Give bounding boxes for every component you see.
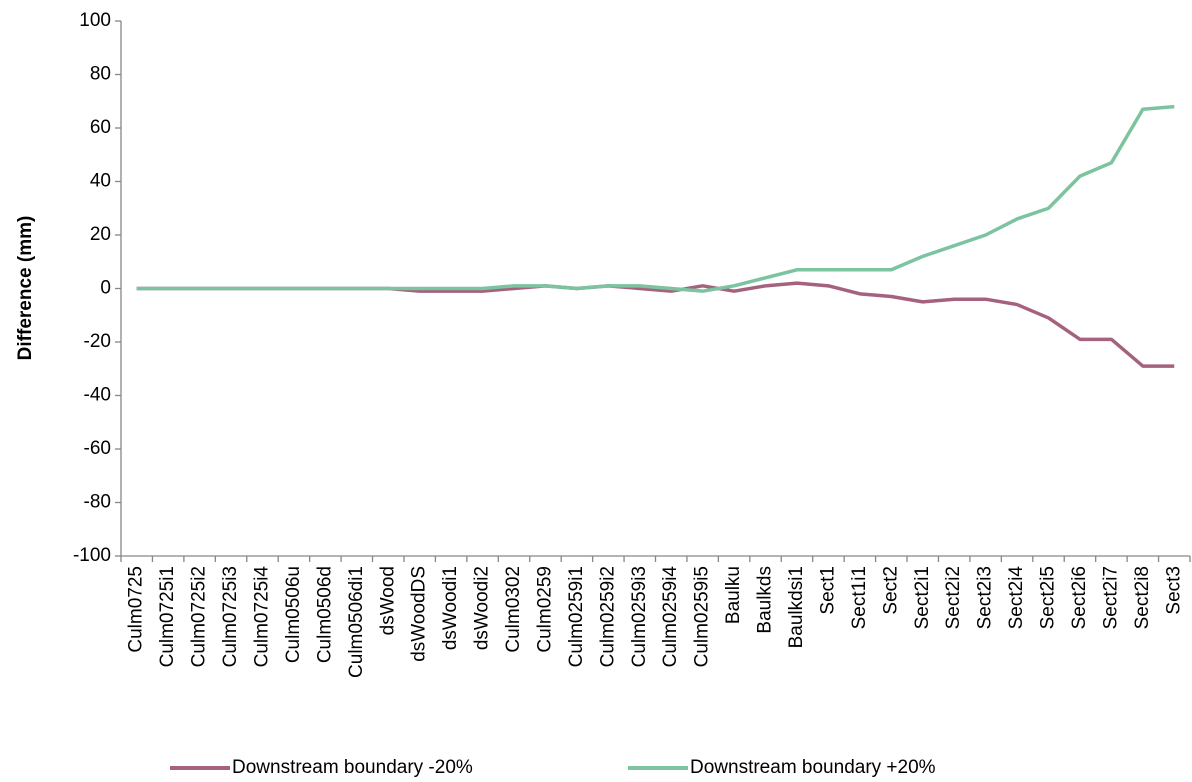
x-tick-label: Sect2 — [880, 566, 901, 615]
x-tick-label: Sect2i1 — [912, 566, 933, 629]
x-tick-label: Sect2i2 — [943, 566, 964, 629]
x-tick-label: Culm0259 — [534, 566, 555, 653]
x-tick-label: Sect2i5 — [1038, 566, 1059, 629]
y-tick-label: 100 — [79, 10, 111, 31]
x-tick-label: Culm0259i4 — [660, 566, 681, 668]
x-tick-label: dsWoodi2 — [472, 566, 493, 650]
x-tick-label: Sect2i8 — [1132, 566, 1153, 629]
x-tick-label: Baulkdsi1 — [786, 566, 807, 648]
x-tick-label: Culm0725 — [126, 566, 147, 653]
x-tick-label: Sect2i7 — [1100, 566, 1121, 629]
x-tick-label: Culm0259i3 — [629, 566, 650, 667]
y-tick-label: -20 — [84, 331, 111, 352]
x-tick-label: dsWoodi1 — [440, 566, 461, 650]
x-tick-label: Sect3 — [1163, 566, 1184, 615]
y-tick-label: -100 — [73, 545, 111, 566]
x-tick-label: Sect1i1 — [849, 566, 870, 629]
legend-label: Downstream boundary +20% — [690, 757, 936, 778]
y-tick-label: -60 — [84, 438, 111, 459]
y-tick-label: 20 — [90, 224, 111, 245]
x-tick-label: dsWoodDS — [409, 566, 430, 662]
series-line — [136, 104, 1175, 293]
y-axis-title: Difference (mm) — [15, 216, 36, 361]
x-tick-label: Baulkds — [755, 566, 776, 634]
series-line — [136, 281, 1175, 368]
x-tick-label: Culm0302 — [503, 566, 524, 653]
x-tick-label: Sect2i6 — [1069, 566, 1090, 629]
x-tick-label: dsWood — [377, 566, 398, 635]
x-tick-label: Sect2i4 — [1006, 566, 1027, 630]
y-tick-label: 80 — [90, 64, 111, 85]
x-tick-label: Culm0725i4 — [252, 566, 273, 668]
x-tick-label: Culm0259i5 — [692, 566, 713, 667]
x-tick-label: Culm0506u — [283, 566, 304, 663]
x-tick-label: Culm0506di1 — [346, 566, 367, 678]
x-tick-label: Culm0725i3 — [220, 566, 241, 667]
x-tick-label: Sect1 — [817, 566, 838, 615]
y-tick-label: 40 — [90, 171, 111, 192]
x-tick-label: Culm0259i2 — [597, 566, 618, 667]
x-tick-label: Culm0725i1 — [157, 566, 178, 667]
x-tick-label: Baulku — [723, 566, 744, 624]
y-tick-label: 60 — [90, 117, 111, 138]
x-tick-label: Culm0725i2 — [189, 566, 210, 667]
x-tick-label: Culm0506d — [314, 566, 335, 663]
legend-label: Downstream boundary -20% — [232, 757, 473, 778]
x-tick-label: Sect2i3 — [975, 566, 996, 629]
x-tick-label: Culm0259i1 — [566, 566, 587, 667]
y-tick-label: 0 — [100, 278, 111, 299]
y-tick-label: -40 — [84, 385, 111, 406]
y-tick-label: -80 — [84, 492, 111, 513]
